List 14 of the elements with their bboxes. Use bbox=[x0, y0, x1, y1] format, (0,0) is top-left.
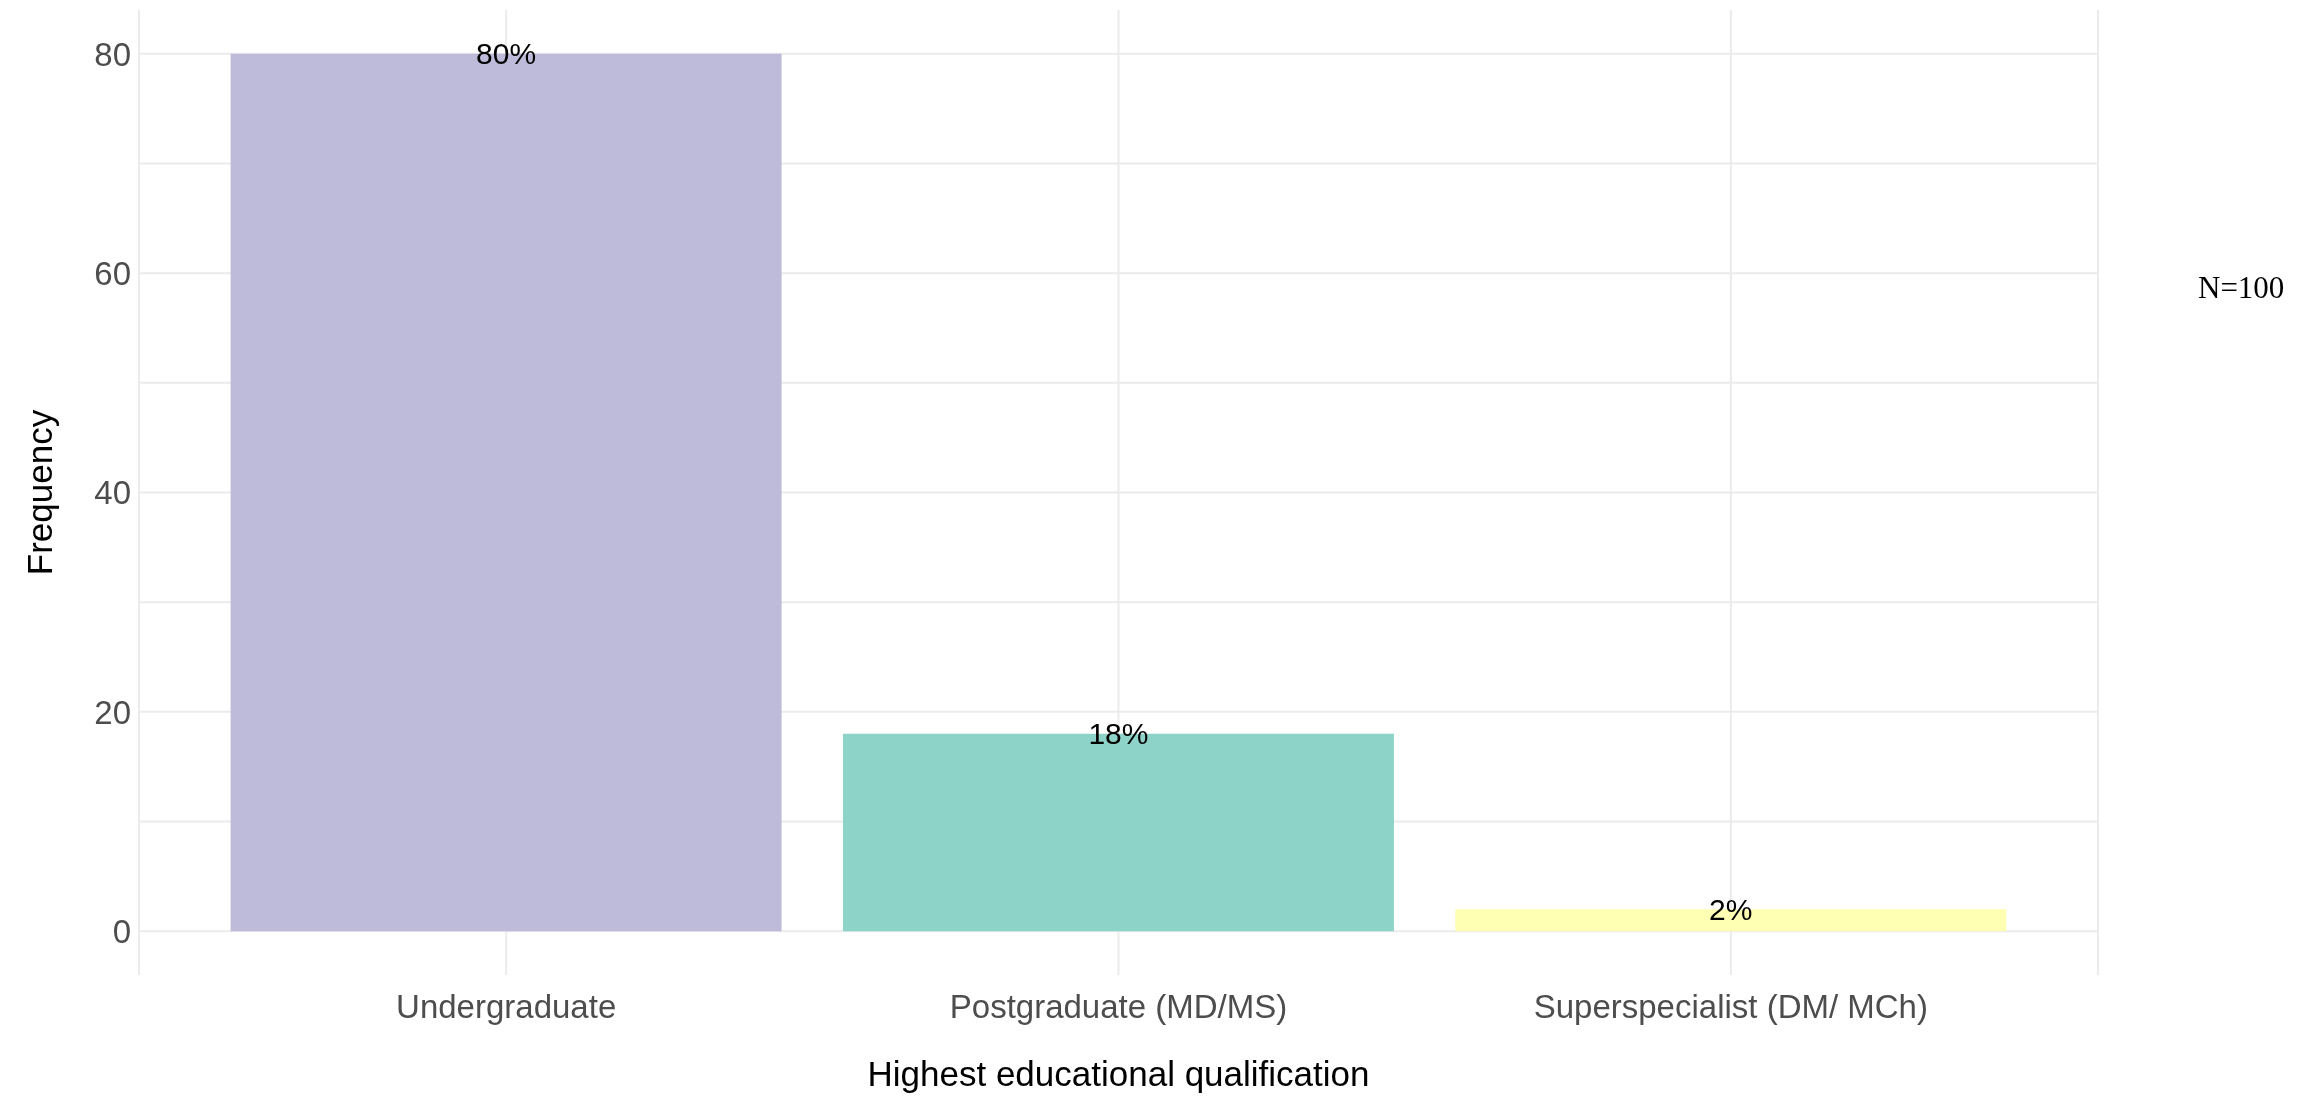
y-axis-title: Frequency bbox=[20, 409, 60, 576]
x-axis-title: Highest educational qualification bbox=[867, 1054, 1370, 1093]
y-tick-label: 20 bbox=[94, 693, 131, 731]
y-tick-label: 0 bbox=[112, 912, 131, 950]
y-tick-label: 80 bbox=[94, 35, 131, 73]
data-label: 18% bbox=[1088, 717, 1149, 751]
y-tick-label: 60 bbox=[94, 254, 131, 292]
text: N=100 bbox=[2198, 270, 2285, 306]
data-label: 2% bbox=[1709, 892, 1753, 926]
x-tick-label: Superspecialist (DM/ MCh) bbox=[1533, 988, 1928, 1026]
y-tick-label: 40 bbox=[94, 474, 131, 512]
x-tick-label: Postgraduate (MD/MS) bbox=[949, 988, 1288, 1026]
data-label: 80% bbox=[476, 37, 537, 71]
x-tick-label: Undergraduate bbox=[396, 988, 617, 1026]
